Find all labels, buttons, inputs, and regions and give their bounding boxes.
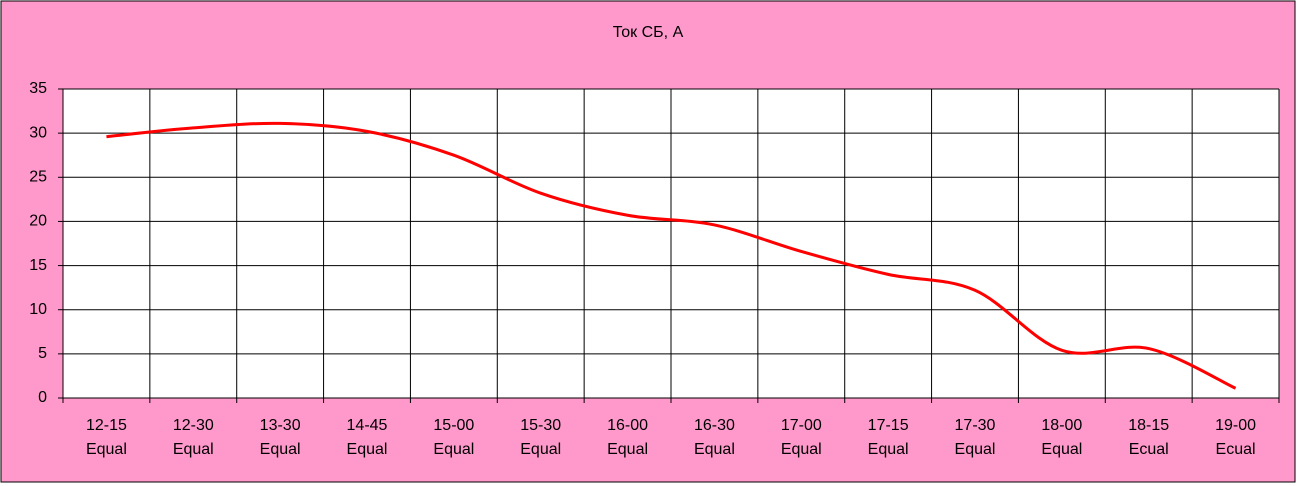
y-tick-label: 15: [29, 257, 47, 274]
x-tick-label: Equal: [433, 441, 474, 458]
x-tick-label: Equal: [260, 441, 301, 458]
x-tick-label: 15-30: [520, 417, 561, 434]
x-tick-label: Equal: [173, 441, 214, 458]
x-tick-label: 19-00: [1215, 417, 1256, 434]
y-tick-label: 30: [29, 124, 47, 141]
x-tick-label: Equal: [347, 441, 388, 458]
y-tick-label: 20: [29, 213, 47, 230]
x-tick-label: Equal: [781, 441, 822, 458]
x-tick-label: 18-00: [1041, 417, 1082, 434]
x-tick-label: 15-00: [433, 417, 474, 434]
x-tick-label: 12-15: [86, 417, 127, 434]
y-tick-label: 25: [29, 169, 47, 186]
x-tick-label: Equal: [86, 441, 127, 458]
x-tick-label: 17-30: [955, 417, 996, 434]
x-tick-label: Equal: [694, 441, 735, 458]
x-tick-label: 16-30: [694, 417, 735, 434]
y-tick-label: 5: [38, 345, 47, 362]
x-tick-label: 17-00: [781, 417, 822, 434]
x-tick-label: Ecual: [1129, 441, 1169, 458]
chart-title: Ток СБ, А: [613, 24, 684, 41]
x-tick-label: Equal: [955, 441, 996, 458]
x-tick-label: 16-00: [607, 417, 648, 434]
data-line: [106, 121, 1237, 390]
x-tick-label: 18-15: [1128, 417, 1169, 434]
x-tick-label: Equal: [1041, 441, 1082, 458]
x-tick-label: 12-30: [173, 417, 214, 434]
y-tick-label: 35: [29, 80, 47, 97]
x-tick-label: 14-45: [347, 417, 388, 434]
y-tick-label: 0: [38, 389, 47, 406]
x-tick-label: Equal: [868, 441, 909, 458]
y-tick-label: 10: [29, 301, 47, 318]
x-tick-label: Ecual: [1216, 441, 1256, 458]
x-tick-label: 17-15: [868, 417, 909, 434]
x-tick-label: Equal: [607, 441, 648, 458]
x-tick-label: Equal: [520, 441, 561, 458]
x-tick-label: 13-30: [260, 417, 301, 434]
